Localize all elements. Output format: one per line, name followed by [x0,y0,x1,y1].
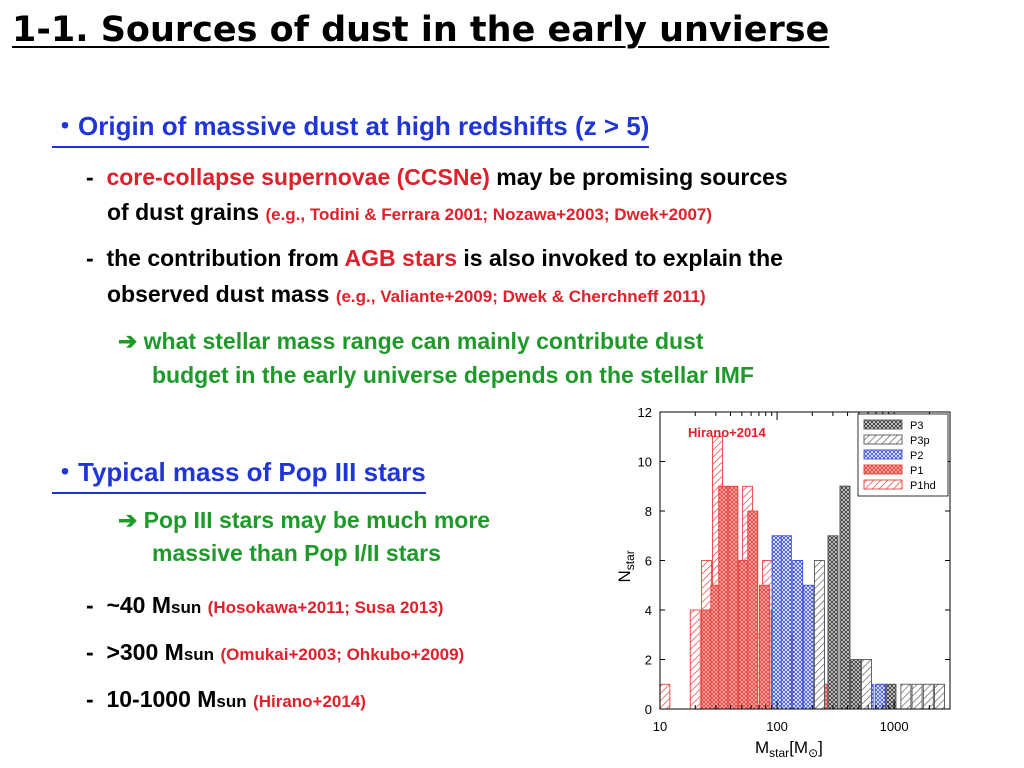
item-agb-line2: observed dust mass (e.g., Valiante+2009;… [107,281,706,308]
legend-label-p1hd: P1hd [910,480,936,492]
y-tick-label: 10 [638,455,652,470]
bar-p3p [813,560,825,710]
x-tick-label: 100 [766,719,788,734]
bar-p3p [860,659,872,710]
item-text: is also invoked to explain the [457,245,783,271]
mass-unit: sun [171,598,202,617]
bar-p3 [850,659,862,710]
dash: - [86,686,94,712]
bar-p1 [701,609,713,710]
item-text: observed dust mass [107,281,330,307]
slide-title: 1-1. Sources of dust in the early unvier… [12,10,830,50]
x-tick-label: 10 [653,719,667,734]
item-agb-line1: - the contribution from AGB stars is als… [86,245,783,272]
bar-p2 [771,535,783,710]
bar-p3 [839,485,851,710]
legend-label-p1: P1 [910,465,923,477]
conclusion-pop3-line2: massive than Pop I/II stars [152,540,441,566]
reference: (Hosokawa+2011; Susa 2013) [207,598,444,617]
legend-label-p3p: P3p [910,435,930,447]
y-tick-label: 6 [645,554,652,569]
mass-histogram-chart: 0 2 4 6 8 10 12 10 100 1000 P3 P3p P2 P1 P1hd Hirano+… [615,405,951,760]
item-text: the contribution from [106,245,345,271]
heading-bullet: ・ [52,457,79,487]
y-label-sub: star [623,550,637,570]
mass-estimate-item: - >300 Msun (Omukai+2003; Ohkubo+2009) [86,639,464,666]
bar-p1hd [689,609,701,710]
item-text: may be promising sources [489,164,788,190]
agb-highlight: AGB stars [344,245,458,271]
bar-p1 [718,485,730,710]
legend-swatch-p1hd [863,479,903,490]
bar-p2 [874,683,886,710]
bar-p1 [758,584,770,710]
bar-p2 [802,584,814,710]
mass-estimate-item: - ~40 Msun (Hosokawa+2011; Susa 2013) [86,592,443,619]
conclusion-text: Pop III stars may be much more [143,507,491,533]
item-ccsne-line1: - core-collapse supernovae (CCSNe) may b… [86,164,788,191]
dash: - [86,245,94,271]
mass-value: ~40 M [106,592,172,618]
conclusion-imf-line2: budget in the early universe depends on … [152,362,754,388]
y-tick-label: 8 [645,504,652,519]
x-axis-label: Mstar[M⊙] [755,738,823,760]
legend-label-p3: P3 [910,420,923,432]
dash: - [86,592,94,618]
y-tick-label: 0 [645,702,652,717]
bar-p2 [792,560,804,710]
bar-p3p [911,683,923,710]
y-axis-label: Nstar [615,550,637,582]
bar-p1 [727,485,739,710]
chart-annotation: Hirano+2014 [688,425,766,440]
histogram-bars [659,436,945,710]
legend-swatch-p1 [863,464,903,475]
heading-text: Typical mass of Pop III stars [78,457,426,487]
x-tick-label: 1000 [880,719,909,734]
x-label-main: M [755,738,769,757]
y-tick-label: 2 [645,653,652,668]
conclusion-pop3-line1: ➔ Pop III stars may be much more [118,507,490,534]
legend-label-p2: P2 [910,450,923,462]
arrow-icon: ➔ [118,507,138,533]
arrow-icon: ➔ [118,328,138,354]
bar-p1 [747,510,759,710]
bar-p3p [922,683,934,710]
x-label-unit-sub: ⊙ [808,746,818,760]
bar-p3 [827,535,839,710]
x-label-sub: star [769,746,789,760]
bar-p1hd [659,683,671,710]
mass-value: 10-1000 M [106,686,217,712]
legend-swatch-p3 [863,419,903,430]
ccsne-highlight: core-collapse supernovae (CCSNe) [106,164,490,190]
y-tick-label: 4 [645,603,652,618]
conclusion-imf-line1: ➔ what stellar mass range can mainly con… [118,328,704,355]
bar-p3p [934,683,945,710]
mass-estimate-item: - 10-1000 Msun (Hirano+2014) [86,686,366,713]
mass-unit: sun [183,645,215,664]
item-text: of dust grains [107,199,260,225]
reference: (e.g., Todini & Ferrara 2001; Nozawa+200… [265,205,713,224]
heading-bullet: ・ [52,111,79,141]
x-label-unit: [M [789,738,808,757]
y-label-main: N [615,570,634,582]
dash: - [86,639,94,665]
mass-unit: sun [216,692,247,711]
chart-legend: P3 P3p P2 P1 P1hd [857,413,949,497]
conclusion-text: what stellar mass range can mainly contr… [143,328,704,354]
heading-text: Origin of massive dust at high redshifts… [78,111,650,141]
reference: (e.g., Valiante+2009; Dwek & Cherchneff … [335,287,706,306]
mass-value: >300 M [106,639,184,665]
section-heading-pop3-mass: ・Typical mass of Pop III stars [52,452,426,494]
y-tick-label: 12 [638,405,652,420]
legend-swatch-p2 [863,449,903,460]
dash: - [86,164,94,190]
item-ccsne-line2: of dust grains (e.g., Todini & Ferrara 2… [107,199,712,226]
reference: (Hirano+2014) [253,692,366,711]
reference: (Omukai+2003; Ohkubo+2009) [220,645,465,664]
section-heading-dust-origin: ・Origin of massive dust at high redshift… [52,106,650,148]
bar-p2 [780,535,792,710]
x-label-close: ] [818,738,823,757]
bar-p3p [900,683,912,710]
legend-swatch-p3p [863,434,903,445]
